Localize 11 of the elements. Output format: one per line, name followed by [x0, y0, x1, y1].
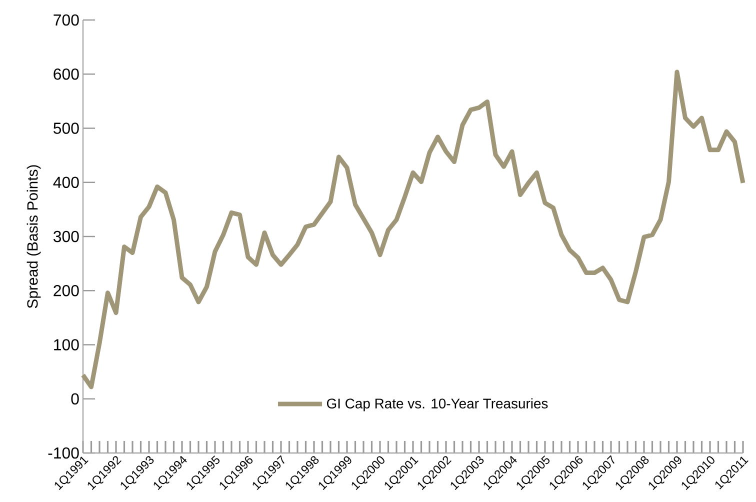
legend-label: GI Cap Rate vs. 10-Year Treasuries	[326, 398, 548, 412]
y-tick-label: 100	[54, 339, 79, 350]
y-tick-label: 300	[53, 230, 79, 242]
y-axis-title: Spread (Basis Points)	[26, 165, 41, 308]
y-tick-label: 600	[54, 68, 79, 80]
y-tick-label: 700	[54, 14, 79, 26]
y-tick-label: 200	[54, 284, 79, 296]
y-tick-label: 0	[71, 393, 79, 405]
y-tick-label: 400	[53, 176, 79, 188]
y-tick-label: 500	[54, 122, 79, 134]
y-tick-label: -100	[48, 447, 79, 459]
